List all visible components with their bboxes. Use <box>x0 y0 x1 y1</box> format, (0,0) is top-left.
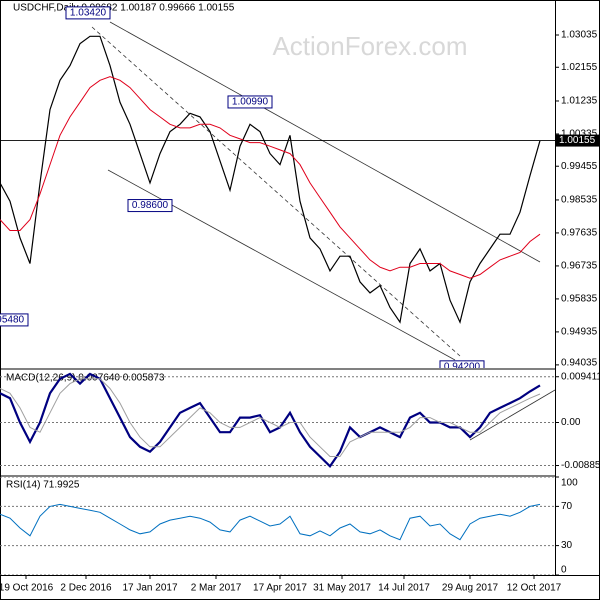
y-tick-label: 0.009411 <box>561 371 600 382</box>
channel-line <box>109 21 541 263</box>
y-tick-label: 0.94035 <box>561 358 598 369</box>
x-tick-label: 17 Jan 2017 <box>122 583 177 594</box>
x-tick-label: 19 Oct 2016 <box>0 583 54 594</box>
y-tick-label: -0.008852 <box>561 460 600 471</box>
y-tick-label: 1.03035 <box>561 30 598 41</box>
annotation-label: 0.95480 <box>0 315 25 326</box>
x-tick-label: 29 Aug 2017 <box>442 583 499 594</box>
annotation-label: 1.03420 <box>70 8 107 19</box>
annotation-label: 0.94200 <box>444 361 481 372</box>
y-tick-label: 0.99455 <box>561 161 598 172</box>
annotation-label: 1.00990 <box>232 97 269 108</box>
price-title: USDCHF,Daily 0.99682 1.00187 0.99666 1.0… <box>13 3 235 14</box>
y-tick-label: 0.96735 <box>561 261 598 272</box>
y-tick-label: 70 <box>561 501 573 512</box>
plot-area <box>0 372 555 469</box>
plot-area: 1.03420 0.98600 1.00990 0.94200 0.95480 <box>0 6 541 372</box>
plot-area <box>0 477 555 575</box>
annotation-box <box>439 360 485 368</box>
series-line <box>0 76 541 279</box>
channel-line <box>107 169 456 361</box>
annotation-label: 0.98600 <box>132 200 169 211</box>
y-tick-label: 0.95835 <box>561 294 598 305</box>
series-line <box>0 372 541 469</box>
x-tick-label: 12 Oct 2017 <box>507 583 562 594</box>
annotation-box <box>0 313 29 327</box>
series-line <box>0 378 541 457</box>
y-tick-label: 0.94935 <box>561 327 598 338</box>
y-tick-label: 0.00 <box>561 417 581 428</box>
y-tick-label: 0.97635 <box>561 228 598 239</box>
rsi-title: RSI(14) 71.9925 <box>6 480 80 491</box>
x-tick-label: 14 Jul 2017 <box>378 583 430 594</box>
annotation-box <box>65 6 111 20</box>
x-tick-label: 2 Dec 2016 <box>60 583 112 594</box>
trend-line <box>91 26 461 357</box>
y-tick-label: 100 <box>561 478 578 489</box>
y-tick-label: 0.98535 <box>561 195 598 206</box>
x-tick-label: 31 May 2017 <box>313 583 371 594</box>
current-price-label: 1.00155 <box>559 135 596 146</box>
annotation-box <box>227 95 273 109</box>
y-tick-label: 1.02155 <box>561 62 598 73</box>
watermark: ActionForex.com <box>272 31 467 61</box>
annotation-box <box>127 199 173 213</box>
y-tick-label: 0 <box>561 565 567 576</box>
x-tick-label: 17 Apr 2017 <box>253 583 307 594</box>
series-line <box>0 503 541 541</box>
y-tick-label: 1.01235 <box>561 96 598 107</box>
y-tick-label: 30 <box>561 540 573 551</box>
current-price-box <box>556 134 599 147</box>
series-line <box>0 35 541 325</box>
x-tick-label: 2 Mar 2017 <box>191 583 242 594</box>
y-tick-label: 1.00335 <box>561 129 598 140</box>
macd-trend-line <box>469 389 556 441</box>
